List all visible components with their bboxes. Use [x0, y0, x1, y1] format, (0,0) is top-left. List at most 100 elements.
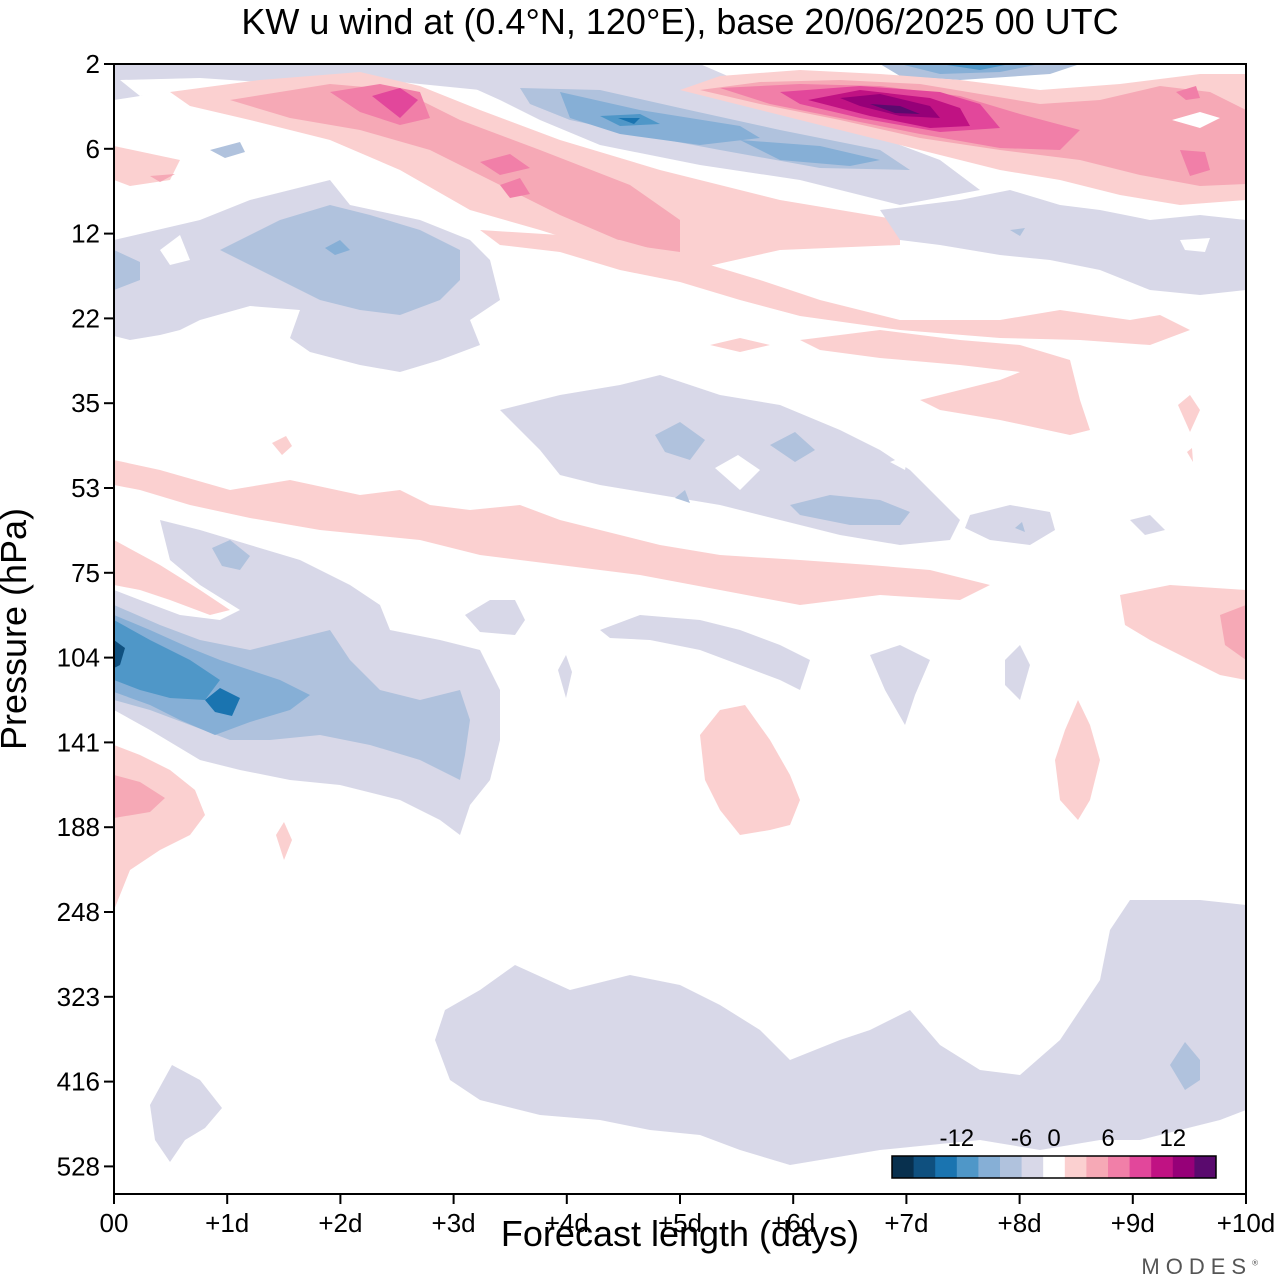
colorbar-tick-label: -12 [939, 1125, 974, 1152]
y-tick-label: 104 [57, 643, 100, 673]
x-tick-label: +1d [205, 1208, 249, 1238]
y-tick-label: 35 [71, 388, 100, 418]
colorbar-cell [892, 1156, 914, 1178]
contour-region [500, 178, 530, 198]
contour-region [1180, 150, 1210, 176]
colorbar-cell [1064, 1156, 1087, 1178]
contour-region [1120, 585, 1246, 680]
y-tick-label: 188 [57, 812, 100, 842]
colorbar-cell [978, 1156, 1001, 1178]
colorbar-cell [1172, 1156, 1195, 1178]
contour-region [890, 455, 908, 470]
colorbar-tick-label: 12 [1159, 1125, 1186, 1152]
x-tick-label: +3d [432, 1208, 476, 1238]
brand-text: MODES [1141, 1254, 1253, 1279]
contour-region [965, 505, 1055, 545]
contour-region [230, 84, 680, 252]
contour-region [114, 250, 140, 290]
contour-region [1005, 645, 1030, 700]
y-tick-label: 75 [71, 558, 100, 588]
y-tick-label: 12 [71, 219, 100, 249]
contour-region [618, 118, 640, 124]
y-tick-label: 248 [57, 897, 100, 927]
colorbar-cell [1151, 1156, 1174, 1178]
contour-region [114, 620, 220, 700]
colorbar-cell [1043, 1156, 1066, 1178]
x-tick-label: 00 [100, 1208, 129, 1238]
contour-region [276, 822, 292, 860]
colorbar-cell [1000, 1156, 1022, 1178]
contour-region [435, 900, 1246, 1165]
contour-region [1180, 238, 1210, 252]
contour-region [465, 600, 525, 635]
contour-region [600, 615, 810, 690]
contour-region [114, 775, 165, 818]
contour-region [480, 230, 1190, 345]
contour-region [114, 460, 990, 605]
contour-region [940, 64, 1010, 70]
contour-region [1130, 515, 1165, 535]
contour-region [1170, 1042, 1200, 1090]
y-tick-label: 528 [57, 1151, 100, 1181]
contour-region [700, 705, 800, 835]
contour-region [1187, 448, 1193, 462]
contour-region [272, 436, 292, 455]
contour-region [1178, 395, 1200, 432]
contour-region [114, 640, 125, 668]
contour-region [790, 495, 910, 525]
contour-region [212, 540, 250, 570]
y-tick-label: 323 [57, 982, 100, 1012]
contour-region [1010, 228, 1025, 236]
y-tick-label: 2 [86, 49, 100, 79]
contour-region [1172, 112, 1220, 128]
colorbar-cell [913, 1156, 936, 1178]
contour-region [558, 655, 572, 698]
contour-region [1055, 700, 1100, 820]
contour-region [870, 645, 930, 725]
chart-title: KW u wind at (0.4°N, 120°E), base 20/06/… [241, 1, 1119, 42]
contour-region [715, 455, 760, 490]
contour-region [1220, 605, 1246, 660]
contour-region [114, 540, 230, 615]
x-tick-label: +6d [771, 1208, 815, 1238]
y-tick-label: 53 [71, 473, 100, 503]
contour-region [900, 64, 1040, 74]
colorbar-cell [1021, 1156, 1044, 1178]
contour-region [740, 140, 880, 166]
colorbar-tick-label: -6 [1011, 1125, 1032, 1152]
y-tick-label: 141 [57, 727, 100, 757]
contour-region [114, 64, 560, 100]
contour-region [770, 432, 815, 462]
colorbar-tick-label: 0 [1047, 1125, 1060, 1152]
contour-region [120, 78, 260, 96]
contour-region [150, 174, 175, 182]
colorbar-cell [935, 1156, 958, 1178]
contour-region [480, 154, 530, 175]
y-tick-label: 416 [57, 1067, 100, 1097]
x-tick-label: +5d [658, 1208, 702, 1238]
colorbar-cell [1129, 1156, 1152, 1178]
contour-region [870, 104, 920, 114]
contour-region [560, 92, 760, 145]
brand-logo: MODES® [1141, 1254, 1258, 1279]
colorbar-cell [1108, 1156, 1130, 1178]
contour-region [160, 235, 190, 265]
y-axis-label: Pressure (hPa) [0, 507, 34, 751]
contour-region [325, 240, 350, 255]
contour-region [675, 490, 690, 503]
contour-region [800, 330, 1090, 435]
x-axis-label: Forecast length (days) [500, 1213, 860, 1254]
x-tick-label: +2d [318, 1208, 362, 1238]
x-tick-label: +4d [545, 1208, 589, 1238]
contour-fills [114, 64, 1246, 1165]
contour-region [1015, 522, 1025, 532]
contour-region [372, 88, 418, 118]
contour-region [150, 1065, 222, 1162]
x-tick-label: +8d [998, 1208, 1042, 1238]
contour-region [655, 422, 705, 460]
contour-region [205, 688, 240, 716]
x-tick-label: +10d [1217, 1208, 1276, 1238]
x-tick-label: +9d [1111, 1208, 1155, 1238]
colorbar-legend: -12 -6 0 6 12 [891, 1125, 1217, 1179]
